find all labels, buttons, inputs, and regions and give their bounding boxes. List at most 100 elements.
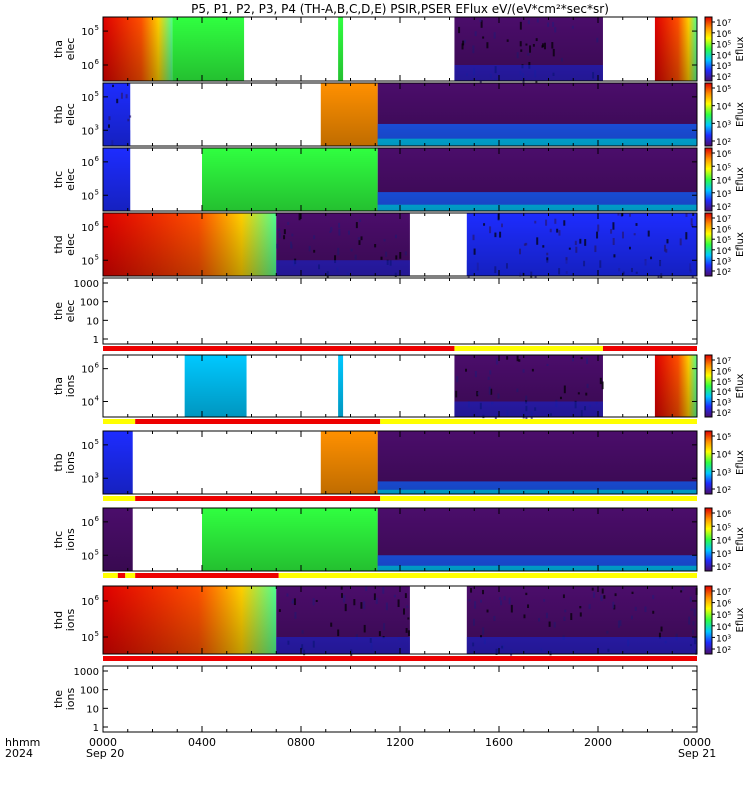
colorbar-tick-label: 10⁷ [716, 19, 731, 29]
data-segment-shade [377, 148, 697, 211]
y-tick-label: 10 [86, 704, 99, 715]
colorbar-tick-label: 10² [716, 486, 731, 496]
colorbar-tick-label: 10⁶ [716, 150, 731, 160]
y-tick-label: 10 [81, 256, 94, 267]
data-segment-shade [103, 213, 277, 276]
data-segment-shade [654, 17, 697, 81]
y-tick-label: 10 [81, 518, 94, 529]
colorbar-tick-label: 10² [716, 203, 731, 213]
panel-label-probe: tha [52, 377, 65, 395]
data-segment-shade [103, 431, 133, 494]
y-tick-label: 1000 [74, 667, 99, 678]
colorbar-tick-label: 10³ [716, 257, 731, 267]
y-tick-label: 10 [81, 398, 94, 409]
data-segment-shade [202, 508, 378, 571]
colorbar-label: Eflux [735, 232, 746, 257]
flag-bar [125, 573, 136, 578]
panel-label-species: ions [64, 608, 77, 631]
panel-label-probe: thb [52, 105, 65, 123]
colorbar-tick-label: 10⁴ [716, 623, 731, 633]
colorbar-tick-label: 10⁶ [716, 30, 731, 40]
panel-label-species: elec [64, 300, 77, 323]
colorbar-tick-label: 10⁴ [716, 537, 731, 547]
colorbar-tick-label: 10³ [716, 190, 731, 200]
colorbar-tick-label: 10⁴ [716, 388, 731, 398]
colorbar-tick-label: 10⁴ [716, 247, 731, 257]
y-tick-exponent: 3 [95, 123, 99, 131]
y-tick-label: 10 [81, 93, 94, 104]
colorbar-tick-label: 10² [716, 268, 731, 278]
flag-bar [135, 573, 279, 578]
x-tick-label: 0400 [188, 736, 216, 749]
noise-pixel [691, 274, 694, 279]
data-segment-shade [276, 586, 410, 654]
colorbar [704, 82, 713, 147]
colorbar-tick-label: 10³ [716, 468, 731, 478]
colorbar-label: Eflux [735, 607, 746, 632]
colorbar-tick-label: 10³ [716, 62, 731, 72]
y-tick-label: 10 [81, 551, 94, 562]
y-tick-exponent: 6 [95, 155, 100, 163]
y-tick-exponent: 5 [95, 24, 99, 32]
colorbar [704, 147, 713, 212]
y-tick-exponent: 4 [95, 395, 100, 403]
flag-bar [103, 346, 455, 351]
colorbar-label: Eflux [735, 167, 746, 192]
colorbar-tick-label: 10² [716, 646, 731, 656]
panel-label-species: ions [64, 451, 77, 474]
data-segment-shade [320, 83, 378, 146]
colorbar-tick-label: 10⁵ [716, 611, 731, 621]
panel-label-species: elec [64, 168, 77, 191]
flag-bar [135, 419, 381, 424]
colorbar-label: Eflux [735, 36, 746, 61]
y-tick-label: 1 [93, 723, 99, 734]
data-segment-shade [338, 355, 344, 417]
data-segment-shade [338, 17, 344, 81]
colorbar-tick-label: 10³ [716, 399, 731, 409]
colorbar-tick-label: 10⁵ [716, 433, 731, 443]
colorbar-tick-label: 10⁵ [716, 378, 731, 388]
flag-bar [103, 419, 136, 424]
x-tick-label: 0000 [683, 736, 711, 749]
panel-label-probe: thd [52, 611, 65, 629]
colorbar-tick-label: 10³ [716, 550, 731, 560]
panel-label-species: elec [64, 38, 77, 61]
colorbar-tick-label: 10⁶ [716, 367, 731, 377]
data-segment-shade [466, 213, 697, 276]
y-tick-exponent: 6 [95, 594, 100, 602]
data-segment-shade [377, 83, 697, 146]
x-tick-label: 2000 [584, 736, 612, 749]
y-tick-label: 10 [81, 597, 94, 608]
data-segment-shade [172, 17, 245, 81]
colorbar-tick-label: 10⁷ [716, 215, 731, 225]
colorbar [704, 430, 713, 495]
y-tick-exponent: 6 [95, 58, 100, 66]
colorbar-tick-label: 10² [716, 409, 731, 419]
colorbar-tick-label: 10⁶ [716, 600, 731, 610]
flag-bar [278, 573, 697, 578]
figure-title: P5, P1, P2, P3, P4 (TH-A,B,C,D,E) PSIR,P… [191, 2, 609, 16]
y-tick-label: 10 [86, 316, 99, 327]
x-axis: 0000 0400 0800 1200 1600 2000 0000 [89, 736, 711, 749]
x-axis-label-hhmm: hhmm [5, 736, 40, 749]
data-segment-shade [103, 17, 173, 81]
colorbar [704, 585, 713, 655]
x-tick-label: 0000 [89, 736, 117, 749]
colorbar-label: Eflux [735, 373, 746, 398]
y-tick-label: 10 [81, 126, 94, 137]
colorbar-tick-label: 10² [716, 138, 731, 148]
colorbar-tick-label: 10⁵ [716, 41, 731, 51]
data-segment-shade [103, 586, 277, 654]
noise-pixel [534, 275, 537, 278]
data-segment-shade [103, 148, 131, 211]
y-tick-exponent: 6 [95, 515, 100, 523]
colorbar-tick-label: 10³ [716, 634, 731, 644]
flag-bar [103, 656, 697, 661]
panel-label-probe: thb [52, 453, 65, 471]
panel-the-ions: 1000 100 10 1 the ions [52, 665, 698, 734]
panel-label-species: elec [64, 233, 77, 256]
